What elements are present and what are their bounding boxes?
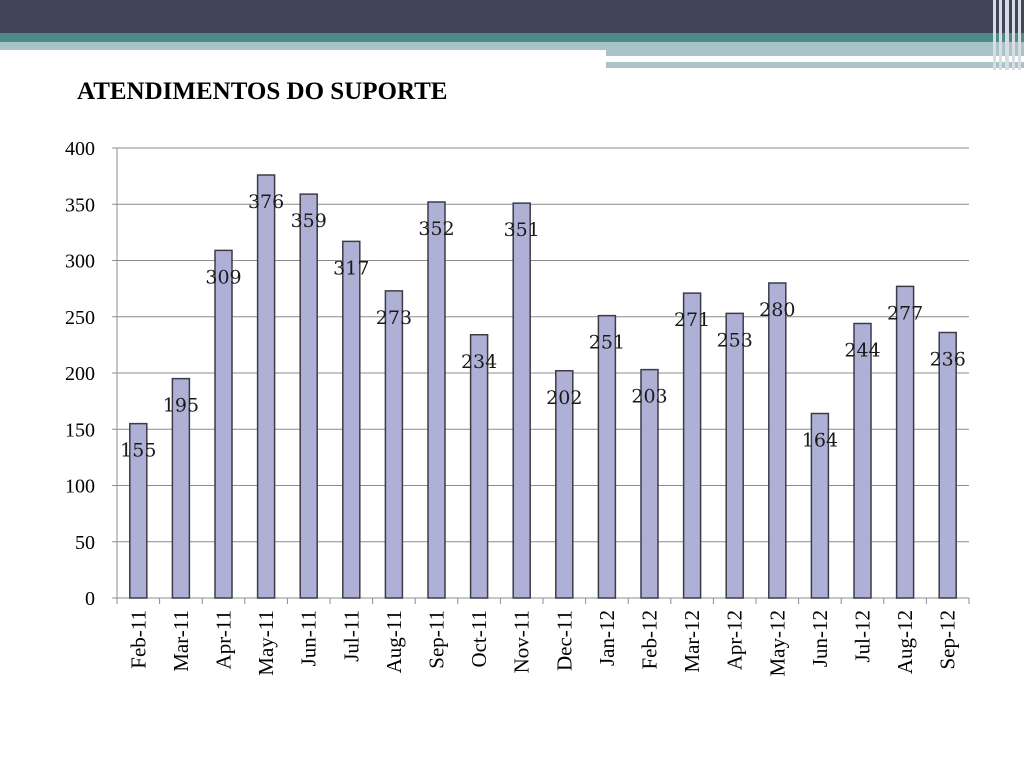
- data-label: 271: [674, 309, 710, 331]
- y-tick-label: 250: [65, 307, 95, 329]
- bar: [299, 193, 318, 599]
- x-tick-label: Nov-11: [510, 610, 534, 673]
- data-label: 202: [546, 387, 582, 409]
- header-teal-band: [0, 33, 1024, 42]
- bar: [768, 282, 787, 599]
- bar: [256, 174, 276, 599]
- y-tick-label: 50: [75, 532, 95, 554]
- data-label: 251: [589, 332, 625, 354]
- header-stripe: [1012, 0, 1015, 70]
- y-tick-label: 300: [65, 251, 95, 273]
- header-light-band: [0, 42, 1024, 50]
- bar: [427, 201, 446, 599]
- x-tick-label: Jul-11: [339, 610, 363, 662]
- bar: [171, 377, 191, 599]
- header-stripe: [1005, 0, 1009, 70]
- data-label: 309: [205, 266, 241, 288]
- y-tick-label: 150: [65, 419, 95, 441]
- x-tick-label: Mar-12: [680, 610, 704, 673]
- data-label: 277: [887, 302, 923, 324]
- x-tick-label: Jun-12: [808, 610, 832, 667]
- bar: [129, 422, 148, 599]
- x-tick-label: Jun-11: [297, 610, 321, 666]
- y-tick-label: 100: [65, 476, 95, 498]
- bar: [384, 290, 404, 599]
- bar: [214, 249, 233, 599]
- header-stripe: [999, 0, 1002, 70]
- header-decoration: [0, 0, 1024, 70]
- header-accent-line: [606, 50, 1024, 56]
- bar: [469, 334, 489, 599]
- x-tick-label: Feb-12: [638, 610, 662, 670]
- data-label: 203: [631, 386, 667, 408]
- data-label: 359: [291, 210, 327, 232]
- axis-layer: [112, 147, 970, 604]
- bars-layer: [129, 174, 957, 599]
- header-stripe: [1018, 0, 1021, 70]
- x-tick-label: May-12: [765, 610, 789, 677]
- x-tick-label: Aug-12: [893, 610, 917, 674]
- x-tick-label: Apr-11: [212, 610, 236, 669]
- bar: [938, 331, 957, 599]
- y-tick-label: 200: [65, 363, 95, 385]
- header-accent-gap: [826, 56, 948, 60]
- data-label: 273: [376, 307, 412, 329]
- bar: [512, 202, 531, 599]
- header-dark-band: [0, 0, 1024, 33]
- x-tick-label: Aug-11: [382, 610, 406, 673]
- bar: [853, 322, 872, 599]
- bar: [810, 412, 830, 599]
- bar: [640, 368, 659, 599]
- bar: [342, 240, 361, 599]
- bar: [555, 370, 574, 599]
- labels-layer: 0 50 100 150 200 250 300 350 400 155 Feb-11 195 Mar-…: [65, 138, 966, 677]
- bar: [682, 292, 702, 599]
- data-label: 352: [418, 218, 454, 240]
- bar: [725, 312, 744, 599]
- data-label: 244: [844, 340, 880, 362]
- bar: [597, 314, 617, 599]
- x-tick-label: Apr-12: [723, 610, 747, 670]
- x-tick-label: Jul-12: [851, 610, 875, 663]
- data-label: 376: [248, 191, 284, 213]
- y-tick-label: 400: [65, 138, 95, 160]
- grid-layer: [117, 147, 969, 599]
- header-stripe: [993, 0, 996, 70]
- page-title: ATENDIMENTOS DO SUPORTE: [77, 78, 448, 105]
- x-tick-label: May-11: [254, 610, 278, 676]
- data-label: 195: [163, 395, 199, 417]
- data-label: 155: [120, 440, 156, 462]
- bar: [895, 285, 915, 599]
- data-label: 236: [930, 349, 966, 371]
- y-tick-label: 0: [85, 588, 95, 610]
- data-label: 280: [759, 299, 795, 321]
- data-label: 164: [802, 430, 838, 452]
- x-tick-label: Feb-11: [126, 610, 150, 669]
- x-tick-label: Mar-11: [169, 610, 193, 672]
- header-accent-line-2: [606, 62, 1024, 68]
- data-label: 351: [504, 219, 540, 241]
- data-label: 253: [717, 329, 753, 351]
- y-tick-label: 350: [65, 194, 95, 216]
- x-tick-label: Sep-12: [936, 610, 960, 670]
- data-label: 234: [461, 351, 497, 373]
- x-tick-label: Sep-11: [425, 610, 449, 669]
- x-tick-label: Jan-12: [595, 610, 619, 666]
- x-tick-label: Dec-11: [552, 610, 576, 671]
- x-tick-label: Oct-11: [467, 610, 491, 668]
- data-label: 317: [333, 257, 369, 279]
